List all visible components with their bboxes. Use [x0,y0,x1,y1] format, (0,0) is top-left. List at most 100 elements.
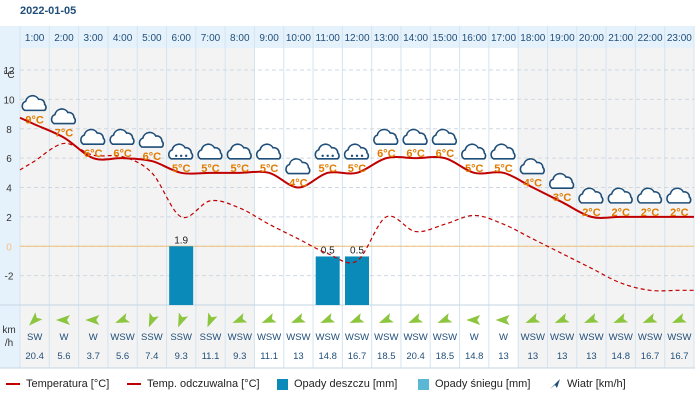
wind-arrow-shape [408,313,424,324]
wind-arrow-icon [85,315,100,325]
snow-dot [350,154,354,158]
hour-label: 20:00 [579,33,604,44]
snow-swatch [418,378,429,390]
legend-temperature-label: Temperatura [°C] [26,378,110,390]
wind-arrow-shape [178,312,189,328]
wind-arrow-icon [584,313,599,324]
cloud-icon [50,108,77,125]
hour-label: 3:00 [84,33,104,44]
wind-speed: 9.3 [175,351,188,362]
snow-dot [321,154,324,158]
cloud-snow-icon [314,143,340,160]
wind-speed: 3.7 [87,351,100,362]
wind-speed: 13 [586,351,597,362]
snow-dot [326,154,329,158]
wind-arrow-icon [550,379,560,389]
y-tick-label: 6 [6,154,12,165]
wind-arrow-shape [320,313,336,324]
legend-rain: Opady deszczu [mm] [277,373,397,395]
wind-arrow-icon [671,313,687,324]
temp-label: 4°C [524,178,543,190]
wind-arrow-icon [349,313,365,324]
cloud-icon [431,128,458,145]
feels-like-swatch [127,383,141,385]
cloud-shape [431,128,458,145]
snow-dot [184,154,188,158]
cloud-icon [548,172,575,189]
cloud-shape [402,128,428,145]
wind-direction: WSW [316,332,340,343]
wind-speed: 7.4 [145,351,158,362]
wind-arrow-icon [466,315,481,325]
hour-label: 6:00 [171,33,191,44]
wind-arrow-icon [207,312,218,328]
temp-label: 2°C [641,207,660,219]
date-title: 2022-01-05 [20,5,77,17]
wind-arrow-shape [466,315,481,325]
legend-snow: Opady śniegu [mm] [418,373,530,395]
wind-direction: WSW [110,332,134,343]
y-tick-label: 10 [3,95,15,106]
temp-label: 2°C [582,207,601,219]
cloud-icon [607,187,633,204]
cloud-icon [636,187,663,204]
hour-label: 13:00 [374,33,399,44]
cloud-icon [197,143,223,160]
temp-label: 6°C [406,148,425,160]
rain-bar [315,256,340,305]
left-axis-band [0,26,20,368]
hour-label: 4:00 [113,33,133,44]
wind-direction: WSW [345,332,369,343]
wind-arrow-icon [178,312,189,328]
wind-arrow-shape [115,313,131,324]
legend-temperature: Temperatura [°C] [6,373,109,395]
wind-direction: WSW [228,332,252,343]
cloud-shape [197,143,223,160]
temp-label: 2°C [612,207,631,219]
wind-direction: WSW [550,332,574,343]
snow-dot [331,154,334,158]
wind-direction: WSW [667,332,691,343]
cloud-icon [490,143,516,160]
cloud-shape [490,143,516,160]
wind-speed: 20.4 [406,351,425,362]
wind-arrow-icon [115,313,131,324]
wind-speed: 14.8 [611,351,630,362]
snow-dot [179,154,183,158]
wind-arrow-icon [437,313,453,324]
wind-arrow-shape [291,313,306,324]
cloud-shape [578,187,604,204]
wind-speed: 16.7 [641,351,660,362]
legend-feels-like: Temp. odczuwalna [°C] [127,373,260,395]
wind-direction: WSW [403,332,427,343]
temp-label: 5°C [348,163,367,175]
hour-label: 10:00 [286,33,311,44]
wind-speed: 14.8 [318,351,337,362]
legend-snow-label: Opady śniegu [mm] [435,378,531,390]
hour-label: 22:00 [638,33,663,44]
hour-header-band [20,26,694,48]
wind-speed: 9.3 [233,351,246,362]
rain-value-label: 0.5 [321,245,335,256]
rain-value-label: 1.9 [174,235,188,246]
temp-label: 6°C [84,148,103,160]
wind-direction: WSW [521,332,545,343]
wind-arrow-shape [232,313,248,324]
cloud-snow-icon [167,143,194,160]
legend-wind: Wiatr [km/h] [549,373,626,395]
hour-label: 16:00 [462,33,487,44]
wind-direction: WSW [433,332,457,343]
y-tick-label: 8 [6,125,12,136]
wind-direction: WSW [374,332,398,343]
wind-direction: SSW [141,332,163,343]
snow-dot [174,154,178,158]
wind-direction: WSW [579,332,603,343]
temp-label: 5°C [172,163,191,175]
hour-label: 23:00 [667,33,692,44]
wind-direction: W [470,332,479,343]
wind-speed: 18.5 [377,351,396,362]
cloud-shape [226,143,252,160]
legend-rain-label: Opady deszczu [mm] [294,378,398,390]
wind-direction: SW [27,332,42,343]
wind-arrow-shape [613,313,629,324]
